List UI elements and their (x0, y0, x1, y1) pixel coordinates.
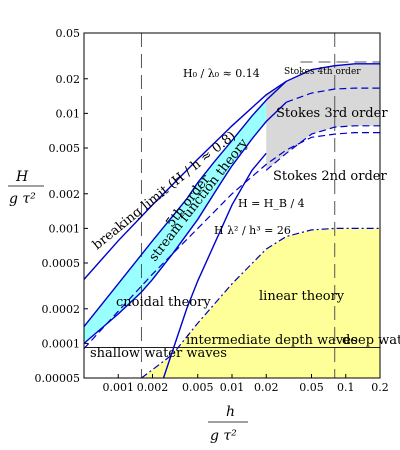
x-tick-label: 0.1 (337, 381, 355, 394)
h-hb4-curve (83, 132, 380, 350)
intermediate-label: intermediate depth waves (186, 333, 358, 348)
x-tick-label: 0.005 (182, 381, 214, 394)
y-axis-label-denominator: g τ² (9, 191, 36, 207)
stokes3-upper-curve (286, 87, 380, 103)
y-tick-label: 0.002 (49, 188, 81, 201)
stream-lower-curve (83, 101, 287, 344)
linear-theory-region (141, 228, 380, 378)
shallow-label: shallow water waves (90, 346, 227, 361)
y-tick-label: 0.0001 (42, 337, 81, 350)
x-ticks: 0.001 0.002 0.005 0.01 0.02 0.05 0.1 0.2 (102, 374, 389, 394)
stokes-2nd-label: Stokes 2nd order (273, 169, 387, 184)
y-tick-label: 0.00005 (35, 372, 81, 385)
x-axis-label-denominator: g τ² (210, 428, 237, 444)
y-tick-label: 0.001 (49, 222, 81, 235)
y-tick-label: 0.0002 (42, 303, 81, 316)
y-tick-label: 0.05 (56, 27, 81, 40)
stokes3-lower-curve (265, 125, 380, 171)
ursell-label: H λ² / h³ = 26 (214, 224, 291, 237)
y-tick-label: 0.02 (56, 73, 81, 86)
h0-lambda-label: H₀ / λ₀ ≈ 0.14 (183, 67, 260, 80)
deep-label: deep water waves (342, 333, 400, 348)
x-tick-label: 0.01 (220, 381, 245, 394)
x-tick-label: 0.001 (102, 381, 134, 394)
cnoidal-upper-curve (83, 80, 287, 328)
h-hb4-label: H = H_B / 4 (238, 197, 305, 210)
x-axis-label-numerator: h (226, 404, 235, 420)
y-axis-label-numerator: H (15, 169, 29, 185)
linear-limit-curve (141, 227, 380, 379)
linear-theory-label: linear theory (259, 289, 345, 304)
ursell-curve (162, 152, 267, 379)
y-tick-label: 0.01 (56, 107, 81, 120)
x-tick-label: 0.05 (299, 381, 324, 394)
cnoidal-stream-region (84, 81, 287, 344)
y-ticks: 0.00005 0.0001 0.0002 0.0005 0.001 0.002 0.005… (35, 27, 88, 385)
stokes-region (266, 63, 380, 171)
breaking-limit-curve (83, 63, 380, 280)
y-tick-label: 0.005 (49, 142, 81, 155)
x-tick-label: 0.02 (254, 381, 279, 394)
x-tick-label: 0.002 (137, 381, 169, 394)
stokes-4th-label: Stokes 4th order (284, 67, 361, 77)
y-tick-label: 0.0005 (42, 257, 81, 270)
x-tick-label: 0.2 (371, 381, 389, 394)
cnoidal-label: cnoidal theory (116, 295, 211, 310)
stokes-3rd-label: Stokes 3rd order (276, 106, 388, 121)
